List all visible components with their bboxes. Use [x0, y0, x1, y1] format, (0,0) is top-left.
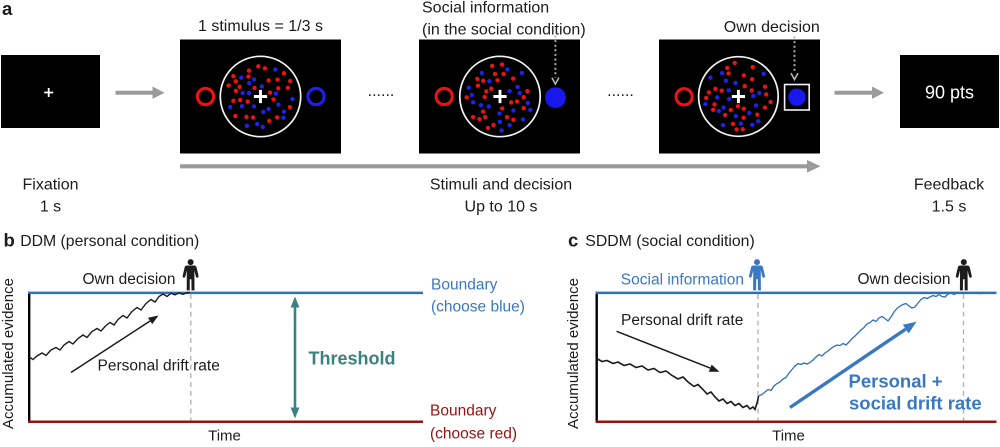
svg-text:......: ......: [607, 83, 634, 100]
svg-text:Own decision: Own decision: [724, 19, 820, 36]
svg-text:a: a: [2, 0, 13, 19]
svg-text:(in the social condition): (in the social condition): [422, 21, 586, 38]
svg-text:Time: Time: [772, 428, 805, 443]
svg-text:Feedback: Feedback: [914, 177, 985, 194]
svg-text:c: c: [568, 229, 578, 250]
svg-text:Personal drift rate: Personal drift rate: [98, 358, 220, 375]
svg-text:Time: Time: [208, 428, 241, 443]
svg-text:Personal drift rate: Personal drift rate: [621, 312, 743, 329]
svg-text:1 stimulus = 1/3 s: 1 stimulus = 1/3 s: [198, 18, 323, 35]
svg-text:1 s: 1 s: [40, 199, 61, 216]
svg-text:(choose blue): (choose blue): [431, 299, 525, 316]
svg-text:Own decision: Own decision: [857, 271, 950, 288]
svg-text:1.5 s: 1.5 s: [932, 199, 967, 216]
svg-text:Personal +: Personal +: [849, 371, 943, 392]
svg-text:Accumulated evidence: Accumulated evidence: [0, 278, 17, 429]
svg-text:Up to 10 s: Up to 10 s: [465, 199, 538, 216]
svg-text:Own decision: Own decision: [82, 271, 175, 288]
svg-text:Stimuli and decision: Stimuli and decision: [430, 177, 572, 194]
svg-text:SDDM (social condition): SDDM (social condition): [585, 233, 754, 250]
svg-text:Accumulated evidence: Accumulated evidence: [565, 278, 582, 429]
svg-text:Boundary: Boundary: [430, 403, 497, 420]
svg-text:DDM (personal condition): DDM (personal condition): [20, 233, 199, 250]
svg-text:Fixation: Fixation: [22, 177, 78, 194]
svg-text:Social information: Social information: [422, 0, 549, 16]
svg-text:Boundary: Boundary: [431, 277, 498, 294]
svg-text:Threshold: Threshold: [309, 349, 396, 369]
svg-text:social drift rate: social drift rate: [849, 393, 982, 414]
svg-text:90 pts: 90 pts: [925, 82, 974, 102]
svg-text:Social information: Social information: [621, 272, 744, 289]
svg-text:b: b: [4, 229, 15, 250]
svg-text:......: ......: [368, 83, 395, 100]
svg-text:(choose red): (choose red): [430, 426, 517, 443]
